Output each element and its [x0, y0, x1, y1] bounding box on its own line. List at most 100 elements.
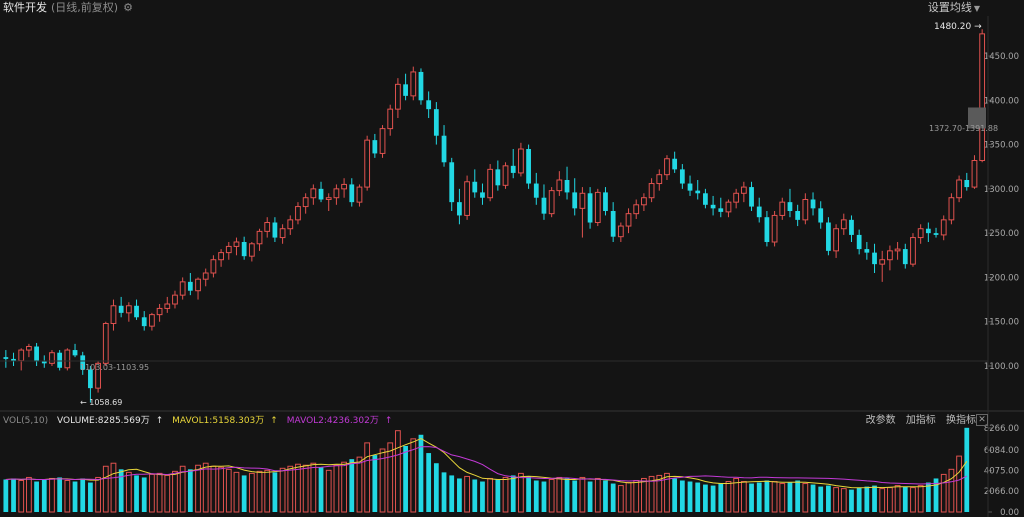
volume-bar	[341, 461, 347, 513]
candle-body	[356, 186, 363, 203]
chart-title-bar: 软件开发 (日线,前复权) ⚙	[3, 0, 133, 16]
candle-body	[457, 202, 462, 216]
close-icon[interactable]: ✕	[976, 414, 988, 426]
candle-body	[964, 180, 970, 188]
candle-body	[264, 222, 271, 232]
volume-bar	[64, 479, 71, 513]
candle-body	[341, 183, 347, 190]
volume-bar	[541, 481, 547, 512]
volume-bar	[264, 469, 271, 513]
volume-bar	[740, 481, 747, 513]
volume-bar	[349, 459, 355, 512]
volume-bar	[441, 472, 447, 512]
candle-body	[118, 305, 124, 313]
latest-high-label: 1480.20	[934, 22, 972, 32]
volume-tick-label: 2066.00	[984, 487, 1019, 497]
candle-body	[241, 242, 247, 257]
volume-ma-lines	[5, 438, 968, 489]
candle-body	[88, 369, 93, 389]
volume-bar	[710, 485, 716, 512]
volume-bar	[26, 476, 32, 513]
volume-tick-label: 8266.00	[984, 424, 1019, 434]
add-indicator-button[interactable]: 加指标	[905, 415, 936, 426]
volume-tick-label: 6084.00	[984, 446, 1019, 456]
mavol1-value: MAVOL1:5158.303万	[172, 416, 265, 426]
volume-bar	[703, 484, 708, 512]
candle-body	[840, 219, 847, 230]
volume-bar	[779, 483, 786, 513]
switch-indicator-button[interactable]: 换指标	[946, 415, 976, 426]
volume-bar	[526, 476, 531, 512]
volume-bar	[95, 476, 101, 513]
ma-settings-button[interactable]: 设置均线 ▼	[928, 0, 980, 16]
volume-bar	[80, 478, 86, 512]
candle-body	[256, 230, 263, 245]
volume-bar	[849, 489, 854, 512]
candle-body	[587, 193, 593, 223]
latest-range-label: 1372.70-1391.88	[929, 124, 999, 133]
candle-body	[387, 108, 394, 130]
volume-bar	[940, 473, 947, 513]
candle-body	[933, 233, 939, 235]
candle-body	[879, 259, 886, 265]
candle-body	[894, 248, 901, 252]
candle-body	[395, 83, 401, 110]
candle-body	[864, 249, 870, 253]
candle-body	[364, 139, 371, 188]
volume-bar	[894, 485, 901, 513]
candle-body	[710, 204, 716, 209]
chart-subtitle: (日线,前复权)	[51, 1, 119, 14]
volume-bar	[325, 469, 332, 513]
volume-bar	[110, 462, 117, 513]
candle-body	[502, 165, 509, 186]
volume-bar	[826, 485, 831, 512]
volume-toolbar: 改参数 加指标 换指标	[859, 414, 976, 428]
volume-bar	[172, 470, 178, 513]
candle-body	[533, 183, 539, 198]
candle-body	[187, 281, 193, 291]
candle-body	[225, 245, 232, 254]
edit-params-button[interactable]: 改参数	[865, 415, 896, 426]
volume-bar	[480, 481, 485, 512]
candle-body	[125, 305, 132, 314]
candle-body	[472, 181, 478, 193]
volume-bar	[487, 477, 494, 513]
candle-body	[572, 192, 578, 209]
candle-body	[541, 197, 547, 214]
candle-body	[564, 180, 570, 193]
volume-bar	[88, 482, 93, 512]
mavol2-value: MAVOL2:4236.302万	[286, 416, 379, 426]
volume-bar	[102, 465, 109, 513]
candle-body	[679, 169, 685, 184]
volume-bar	[802, 483, 809, 513]
volume-bar	[879, 488, 886, 513]
volume-bar	[233, 471, 240, 513]
volume-bar	[187, 469, 193, 512]
candle-body	[787, 202, 793, 211]
volume-bar	[749, 483, 754, 512]
candle-body	[902, 249, 908, 265]
low-annotation: ← 1058.69	[80, 398, 123, 407]
volume-bar	[887, 487, 893, 513]
volume-bar	[594, 477, 601, 513]
candle-body	[18, 349, 25, 362]
candle-body	[72, 350, 78, 356]
candle-body	[764, 217, 770, 242]
candle-body	[295, 206, 301, 221]
gear-icon[interactable]: ⚙	[123, 1, 133, 14]
volume-tick-label: 0.00	[1000, 508, 1019, 517]
volume-bar	[672, 478, 678, 512]
volume-bar	[241, 475, 247, 512]
volume-tick-label: 4075.00	[984, 467, 1019, 477]
candle-body	[403, 84, 408, 96]
candle-body	[41, 361, 47, 364]
candle-body	[410, 71, 417, 97]
volume-bar	[125, 471, 132, 513]
volume-bar	[641, 477, 647, 513]
volume-bar	[472, 479, 478, 512]
volume-bar	[156, 472, 163, 513]
volume-bar	[810, 484, 816, 512]
volume-bar	[925, 482, 931, 512]
volume-axis: 0.00 2066.00 4075.00 6084.00 8266.00	[984, 424, 1019, 517]
